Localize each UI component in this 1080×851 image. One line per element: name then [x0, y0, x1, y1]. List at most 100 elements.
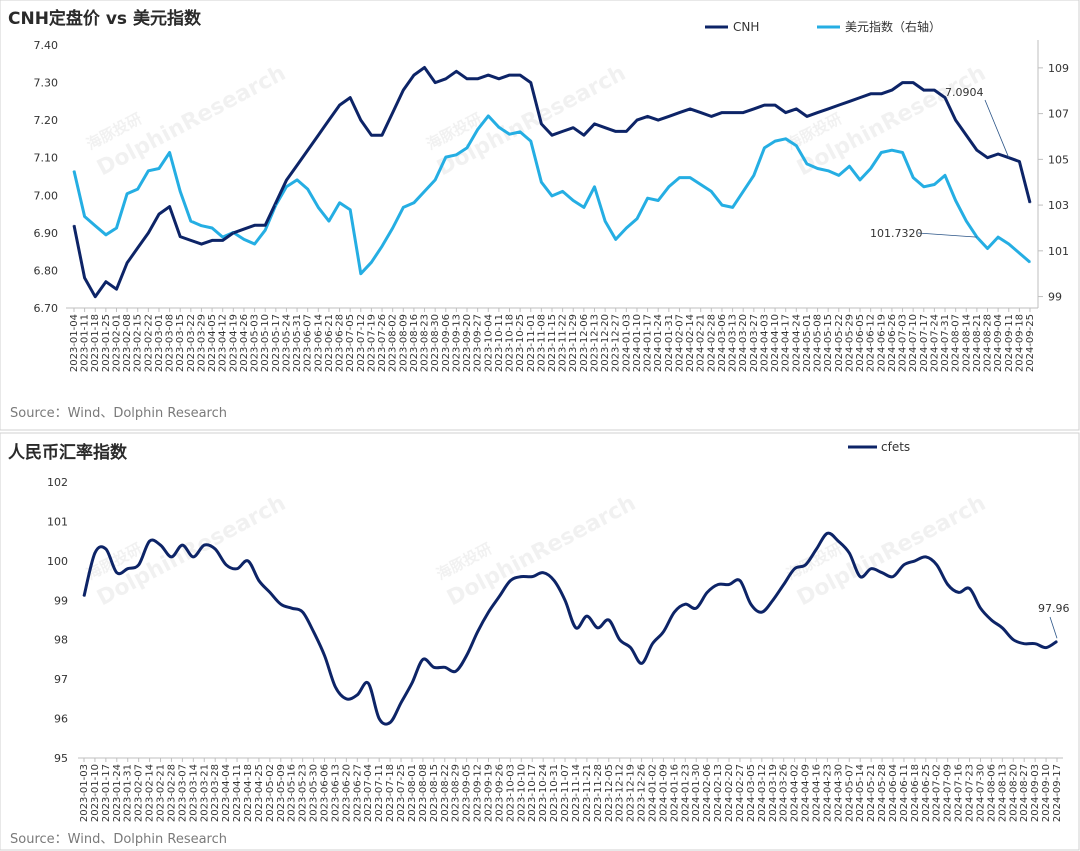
- x-tick-label: 2023-09-06: [441, 314, 452, 372]
- cfets-point: [291, 607, 293, 609]
- cfets-point: [903, 564, 905, 566]
- cfets-point: [673, 611, 675, 613]
- x-tick-label: 2024-08-21: [972, 314, 983, 372]
- cfets-point: [947, 583, 949, 586]
- cfets-point: [378, 717, 380, 720]
- cnh-point: [816, 112, 819, 114]
- x-tick-label: 2024-08-20: [1008, 764, 1019, 822]
- x-tick-label: 2024-05-22: [834, 314, 845, 372]
- cfets-point: [1001, 627, 1003, 629]
- x-tick-label: 2024-06-25: [921, 764, 932, 822]
- dxy-point: [477, 129, 479, 131]
- cnh-point: [795, 108, 797, 110]
- cfets-point: [487, 611, 490, 613]
- x-tick-label: 2024-09-10: [1041, 764, 1052, 822]
- x-tick-label: 2023-09-27: [473, 314, 484, 372]
- x-tick-label: 2024-07-31: [940, 314, 951, 372]
- chart-1-left-axis: 7.40 7.30 7.20 7.10 7.00 6.90 6.80 6.70: [34, 39, 59, 315]
- cfets-point: [247, 560, 249, 562]
- x-tick-label: 2023-11-22: [558, 314, 569, 372]
- y-tick-label: 99: [54, 594, 68, 607]
- x-tick-label: 2023-05-09: [276, 764, 287, 822]
- chart-1-title: CNH定盘价 vs 美元指数: [8, 8, 202, 29]
- chart-1-x-axis: 2023-01-04 2023-01-11 2023-01-18 2023-01-25…: [69, 308, 1036, 372]
- x-tick-label: 2023-05-24: [281, 314, 292, 372]
- x-tick-label: 2024-08-07: [951, 314, 962, 372]
- dxy-point: [668, 186, 670, 188]
- y-right-tick-label: 109: [1048, 62, 1069, 75]
- x-tick-label: 2024-01-17: [643, 314, 654, 372]
- cfets-point: [192, 556, 194, 558]
- dxy-point: [731, 206, 734, 208]
- x-tick-label: 2023-10-10: [516, 764, 527, 822]
- x-tick-label: 2023-04-05: [207, 314, 218, 372]
- x-tick-label: 2023-07-04: [363, 764, 374, 822]
- cfets-point: [312, 631, 315, 633]
- x-tick-label: 2023-10-31: [549, 764, 560, 822]
- dxy-point: [84, 215, 86, 218]
- x-tick-label: 2023-11-08: [536, 314, 547, 372]
- x-tick-label: 2023-08-02: [388, 314, 399, 372]
- cfets-point: [575, 627, 577, 629]
- chart-2-title: 人民币汇率指数: [8, 442, 128, 463]
- x-tick-label: 2024-09-11: [1004, 314, 1015, 372]
- chart-2-x-axis: 2023-01-03 2023-01-10 2023-01-17 2023-01-24…: [79, 758, 1063, 822]
- x-tick-label: 2024-03-12: [757, 764, 768, 822]
- dxy-point: [423, 190, 426, 192]
- y-right-tick-label: 101: [1048, 245, 1069, 258]
- x-tick-label: 2023-08-30: [430, 314, 441, 372]
- x-tick-label: 2023-04-19: [228, 314, 239, 372]
- y-tick-label: 101: [47, 515, 68, 528]
- cfets-point: [476, 631, 479, 633]
- x-tick-label: 2024-01-02: [647, 764, 658, 822]
- dxy-point: [126, 193, 128, 195]
- dxy-point: [593, 186, 596, 188]
- x-tick-label: 2024-03-13: [728, 314, 739, 372]
- dxy-point: [508, 133, 511, 135]
- cnh-point: [285, 179, 288, 181]
- dxy-point: [1029, 261, 1031, 263]
- x-tick-label: 2023-11-14: [571, 764, 582, 822]
- cfets-point: [815, 548, 818, 550]
- y-left-tick-label: 6.90: [34, 227, 59, 240]
- x-tick-label: 2023-06-20: [341, 764, 352, 822]
- cfets-point: [367, 682, 369, 684]
- cnh-point: [455, 70, 457, 72]
- x-tick-label: 2024-08-28: [983, 314, 994, 372]
- cfets-point: [214, 548, 216, 550]
- x-tick-label: 2023-08-09: [398, 314, 409, 372]
- x-tick-label: 2024-05-21: [866, 764, 877, 822]
- cnh-point: [901, 81, 904, 84]
- cfets-point: [170, 556, 173, 558]
- cfets-point: [138, 564, 140, 566]
- cnh-point: [169, 205, 171, 208]
- cfets-point: [323, 654, 326, 657]
- cnh-point: [477, 78, 479, 80]
- x-tick-label: 2023-06-28: [335, 314, 346, 372]
- y-left-tick-label: 6.80: [34, 264, 59, 277]
- dxy-point: [795, 145, 797, 147]
- cfets-point: [892, 576, 894, 578]
- cfets-point: [881, 572, 883, 574]
- dxy-point: [827, 170, 829, 172]
- chart-2-legend: cfets: [848, 440, 910, 454]
- dxy-point: [211, 227, 213, 229]
- cnh-point: [583, 134, 585, 136]
- cfets-point: [794, 568, 796, 570]
- cfets-point: [662, 631, 665, 633]
- x-tick-label: 2024-07-23: [965, 764, 976, 822]
- dxy-point: [965, 220, 967, 222]
- x-tick-label: 2023-08-08: [418, 764, 429, 822]
- cfets-point: [83, 595, 85, 597]
- cnh-point: [413, 74, 415, 76]
- x-tick-label: 2023-06-14: [313, 314, 324, 372]
- y-left-tick-label: 7.00: [34, 189, 59, 202]
- x-tick-label: 2024-05-07: [844, 764, 855, 822]
- x-tick-label: 2024-03-27: [749, 314, 760, 372]
- x-tick-label: 2023-11-21: [582, 764, 593, 822]
- cfets-point: [968, 587, 971, 590]
- x-tick-label: 2023-06-13: [330, 764, 341, 822]
- legend-label-cnh: CNH: [733, 20, 759, 34]
- x-tick-label: 2023-01-04: [69, 314, 80, 372]
- cnh-point: [73, 224, 75, 226]
